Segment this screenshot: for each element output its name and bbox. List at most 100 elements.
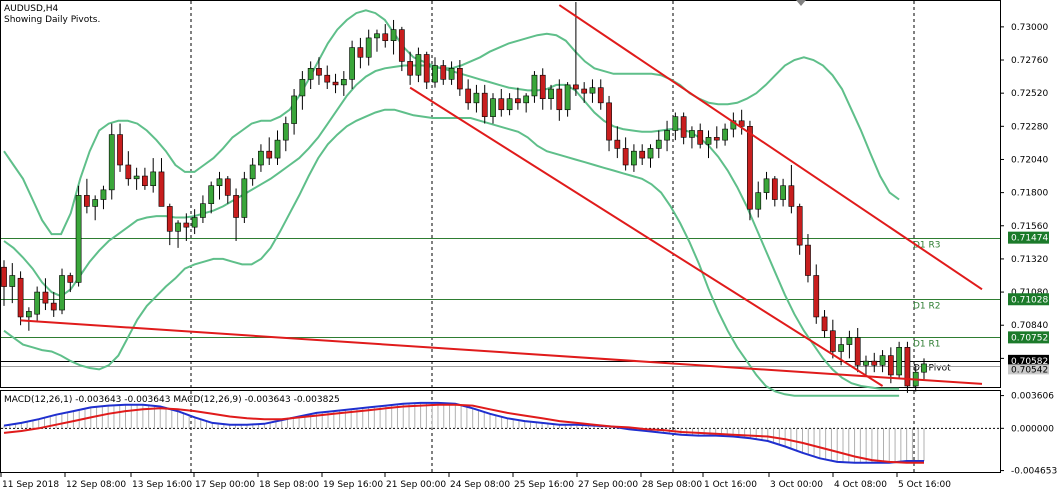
pivot-tag-text-1: 0.71028 [1011,295,1048,305]
candle-body-46 [382,33,389,41]
price-tick-label-7: 0.71320 [1011,255,1048,265]
candle-body-83 [689,130,695,138]
candle-body-90 [747,126,753,210]
candle-body-22 [183,222,190,228]
time-tick-label-14: 5 Oct 16:00 [898,480,951,490]
bollinger-lower [3,108,900,397]
candle-body-99 [821,316,828,332]
time-tick-label-5: 19 Sep 16:00 [323,480,383,490]
candle-body-48 [398,29,405,62]
candle-body-2 [17,277,24,318]
candle-body-18 [150,171,157,187]
candle-body-49 [407,61,413,76]
candle-body-41 [340,79,347,86]
candle-body-32 [266,150,273,159]
time-tick-label-6: 21 Sep 00:00 [386,480,446,490]
time-tick-label-13: 4 Oct 08:00 [834,480,887,490]
price-pane-frame [0,0,1001,388]
time-tick-label-12: 3 Oct 00:00 [770,480,823,490]
candle-body-106 [879,355,886,366]
time-tick-label-4: 18 Sep 08:00 [259,480,319,490]
candle-body-94 [780,185,786,200]
candle-body-70 [581,88,588,94]
candle-body-40 [332,81,339,86]
channel-line-2 [558,4,983,291]
candle-body-107 [887,355,894,376]
time-tick-label-7: 24 Sep 08:00 [450,480,510,490]
chart-shift-marker[interactable] [796,0,806,6]
macd-tick-label-0: 0.003606 [1011,392,1054,402]
candle-body-28 [233,195,239,218]
candle-body-108 [896,347,903,376]
candle-body-71 [589,87,596,94]
candle-body-59 [490,98,496,117]
price-tick-label-6: 0.71560 [1011,222,1048,232]
pivot-label-0: D1 R3 [913,241,941,251]
candle-body-104 [863,360,869,366]
pivot-tag-text-0: 0.71474 [1011,234,1048,244]
candle-body-84 [697,130,704,145]
candle-body-95 [788,185,795,207]
current-price-tag-text: 0.70542 [1011,365,1048,375]
candle-body-80 [664,130,670,141]
macd-tick-label-1: 0.000000 [1011,424,1054,434]
candle-body-23 [191,217,198,228]
price-tick-label-5: 0.71800 [1011,189,1048,199]
candle-body-66 [548,88,554,99]
candle-body-21 [175,222,181,232]
candle-body-64 [531,74,538,97]
candle-body-53 [440,65,447,80]
candle-body-36 [299,79,306,97]
time-tick-label-3: 17 Sep 00:00 [195,480,255,490]
time-tick-label-8: 25 Sep 16:00 [514,480,574,490]
candle-body-50 [415,54,422,76]
price-tick-label-1: 0.72760 [1011,56,1048,66]
candle-body-55 [456,68,463,90]
candle-body-51 [423,54,430,83]
pivot-label-3: D1 Pivot [913,364,951,374]
candle-body-86 [713,137,720,141]
candle-body-33 [274,139,281,159]
candle-body-63 [523,95,530,104]
candle-body-17 [142,175,148,187]
candle-body-69 [573,84,579,90]
candle-body-5 [42,291,49,304]
time-tick-label-11: 1 Oct 16:00 [704,480,757,490]
candle-body-62 [515,98,521,104]
candle-body-57 [473,92,480,104]
macd-label: MACD(12,26,1) -0.003643 -0.003643 MACD(1… [4,395,340,405]
candle-body-78 [647,148,654,159]
channel-line-1 [409,86,884,387]
candle-body-74 [614,139,621,149]
candle-body-101 [838,344,844,352]
candle-body-93 [771,178,778,200]
candle-body-85 [705,137,712,145]
candle-body-4 [34,291,41,315]
candle-body-15 [125,164,132,180]
time-tick-label-10: 28 Sep 08:00 [642,480,702,490]
candle-body-65 [539,74,546,99]
time-tick-label-0: 11 Sep 2018 [2,480,59,490]
candle-body-60 [498,98,505,111]
candle-body-38 [316,68,322,76]
macd-pane-frame [0,390,1001,473]
price-tick-label-3: 0.72280 [1011,122,1048,132]
macd-pane: 0.003606 0.000000 -0.004653 [1,392,1057,477]
current-price-tag-bg [1008,364,1049,375]
candle-body-39 [324,74,331,83]
pivot-tag-bg-3 [1008,354,1049,367]
candle-body-8 [67,275,74,283]
candle-body-7 [59,275,65,311]
channel-lines [20,4,983,387]
candle-body-45 [374,33,380,39]
candle-body-24 [200,203,206,218]
symbol-label: AUDUSD,H4 [4,4,59,14]
candle-body-61 [506,98,513,111]
candle-body-14 [117,134,123,166]
candle-body-42 [349,47,355,80]
pivot-label-1: D1 R2 [913,302,941,312]
session-grid [190,1,915,472]
candle-body-3 [25,311,32,318]
